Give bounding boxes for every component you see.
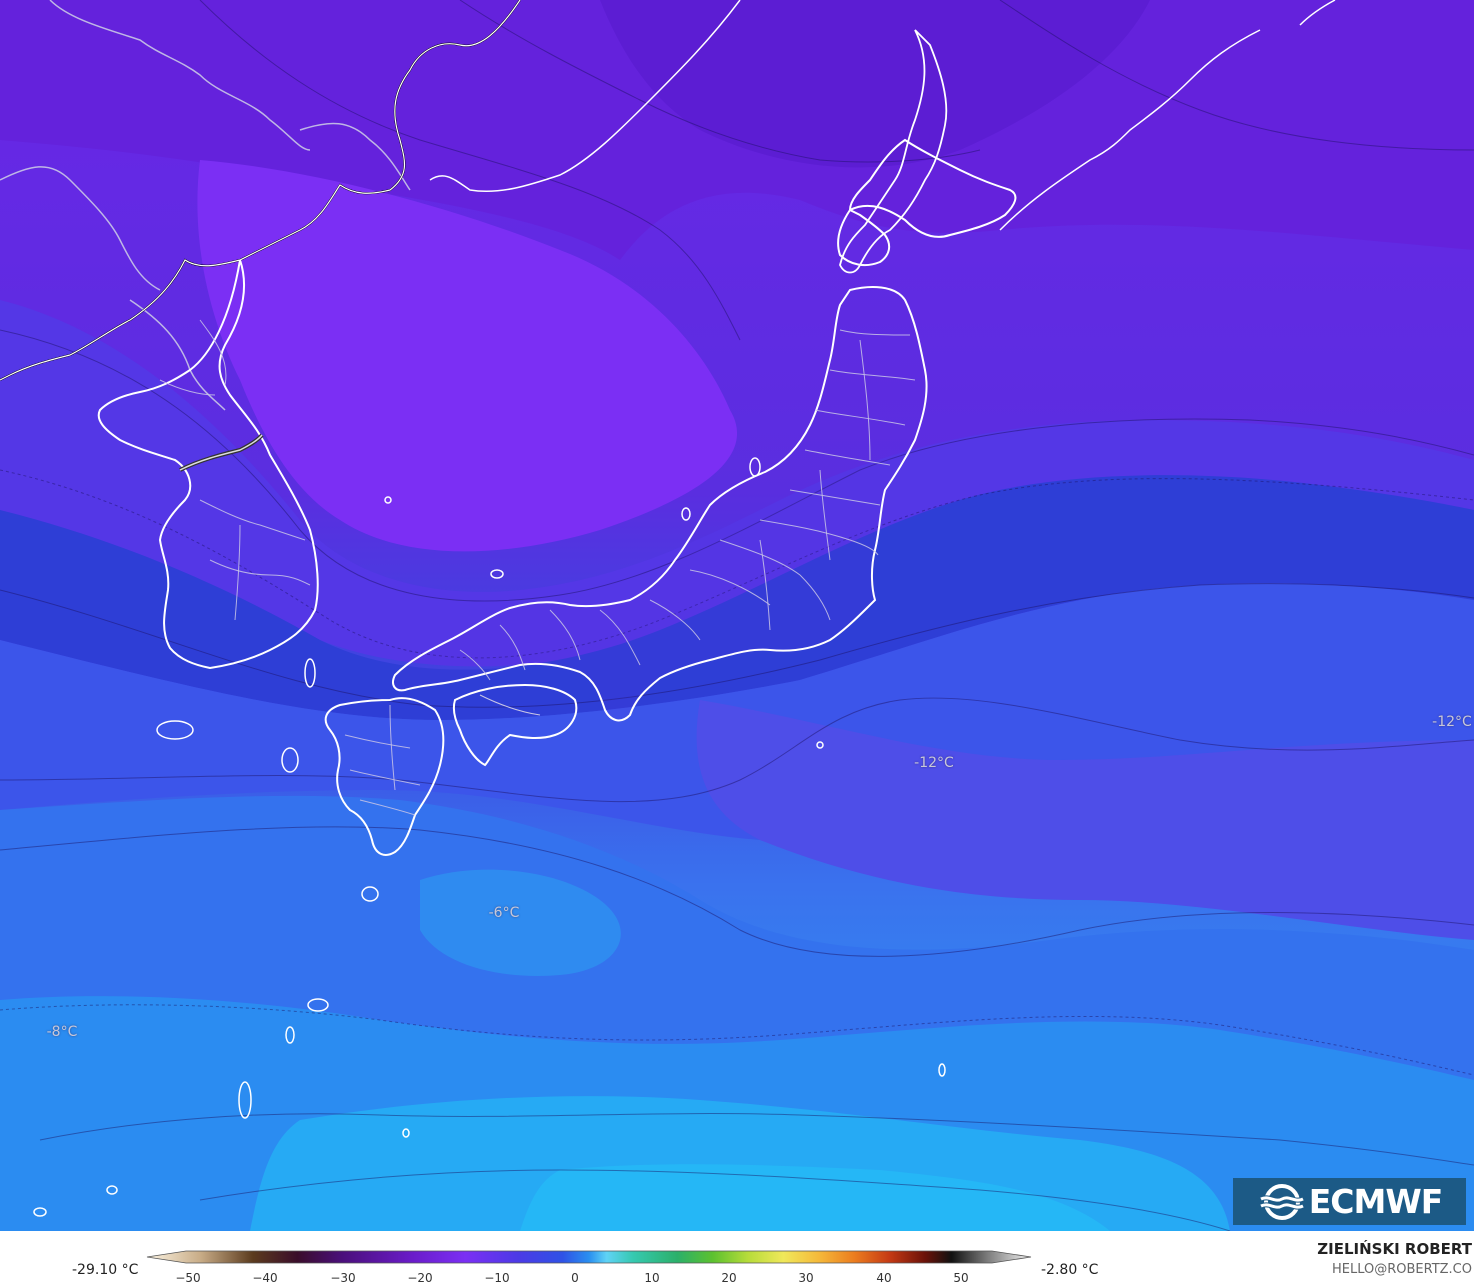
author-name: ZIELIŃSKI ROBERT	[1317, 1240, 1472, 1258]
warm-lighter-blue-zone	[520, 1164, 1110, 1231]
legend-min-value: -29.10 °C	[72, 1262, 139, 1278]
color-scale-bar	[146, 1250, 1032, 1264]
temp-label-east: -12°C	[1432, 714, 1472, 730]
temp-label-pacific: -12°C	[914, 755, 954, 771]
hokkaido	[848, 138, 1017, 238]
colorbar-gradient	[146, 1250, 1032, 1264]
shikoku	[452, 683, 578, 767]
isotherm-lines	[0, 0, 1474, 1231]
ecmwf-logo-icon	[1259, 1183, 1304, 1220]
korea-dmz-inner	[179, 434, 263, 471]
weather-map: -12°C -12°C -6°C -8°C ECMWF	[0, 0, 1474, 1231]
author-email: HELLO@ROBERTZ.CO	[1331, 1262, 1472, 1277]
russia-pacific-coast	[429, 0, 741, 193]
korea-peninsula	[97, 259, 319, 670]
korea-provinces	[159, 319, 311, 621]
legend-tick: −10	[484, 1271, 510, 1285]
kamchatka-tip	[1299, 0, 1336, 26]
russia-coast	[0, 0, 521, 381]
legend-tick: 30	[798, 1271, 814, 1285]
kyushu-prefectures	[344, 704, 421, 816]
legend-tick: 40	[876, 1271, 892, 1285]
small-islands	[33, 457, 946, 1217]
legend-tick: −30	[330, 1271, 356, 1285]
ecmwf-logo-text: ECMWF	[1308, 1182, 1444, 1221]
legend-tick: −40	[252, 1271, 278, 1285]
honshu-prefectures	[459, 329, 916, 681]
lavender-band	[696, 700, 1474, 940]
temp-label-west: -8°C	[46, 1024, 78, 1040]
ecmwf-logo: ECMWF	[1233, 1178, 1466, 1225]
honshu	[392, 286, 928, 722]
temp-label-south: -6°C	[488, 905, 520, 921]
legend-tick: 50	[953, 1271, 969, 1285]
legend-tick: 0	[571, 1271, 579, 1285]
legend-max-value: -2.80 °C	[1041, 1262, 1099, 1278]
hokkaido-southwest	[837, 208, 891, 267]
sea-of-japan-plume	[197, 160, 738, 552]
minus6-pocket	[420, 869, 621, 976]
kyushu	[324, 697, 445, 856]
cold-blue-band	[0, 475, 1474, 720]
legend-tick: 10	[644, 1271, 660, 1285]
temperature-field	[0, 0, 1474, 1231]
sakhalin-island	[839, 29, 948, 274]
legend-tick: 20	[721, 1271, 737, 1285]
kuril-islands	[999, 29, 1261, 231]
cold-core-upper	[600, 0, 1150, 168]
legend-tick: −20	[407, 1271, 433, 1285]
shikoku-prefecture-line	[479, 694, 541, 716]
central-violet-band	[0, 300, 1474, 667]
legend-tick: −50	[175, 1271, 201, 1285]
